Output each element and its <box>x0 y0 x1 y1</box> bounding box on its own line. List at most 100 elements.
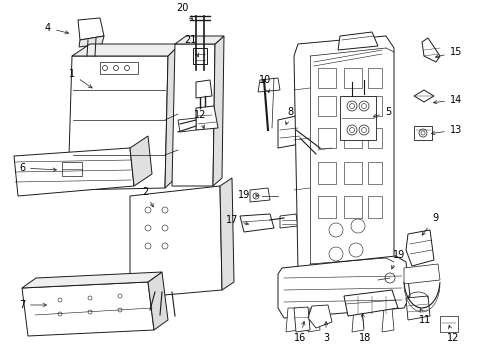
Polygon shape <box>278 256 409 318</box>
Text: 6: 6 <box>19 163 56 173</box>
Polygon shape <box>293 36 393 278</box>
Polygon shape <box>249 188 269 202</box>
Polygon shape <box>220 178 234 290</box>
Bar <box>367 128 381 148</box>
Circle shape <box>361 127 366 132</box>
Polygon shape <box>130 186 222 298</box>
Polygon shape <box>403 264 439 284</box>
Bar <box>343 128 361 148</box>
Text: 15: 15 <box>434 47 461 58</box>
Circle shape <box>346 101 356 111</box>
Polygon shape <box>164 44 180 188</box>
Bar <box>439 316 457 332</box>
Circle shape <box>145 207 151 213</box>
Polygon shape <box>280 214 297 228</box>
Text: 5: 5 <box>373 107 390 117</box>
Bar <box>317 68 335 88</box>
Circle shape <box>348 243 362 257</box>
Circle shape <box>358 101 368 111</box>
Circle shape <box>118 294 122 298</box>
Circle shape <box>58 298 62 302</box>
Text: 12: 12 <box>193 110 206 129</box>
Text: 18: 18 <box>358 314 370 343</box>
Text: 14: 14 <box>433 95 461 105</box>
Circle shape <box>346 125 356 135</box>
Text: 16: 16 <box>293 321 305 343</box>
Text: 8: 8 <box>285 107 292 125</box>
Circle shape <box>124 66 129 71</box>
Polygon shape <box>278 116 299 148</box>
Polygon shape <box>307 305 331 328</box>
Circle shape <box>118 308 122 312</box>
Circle shape <box>58 312 62 316</box>
Circle shape <box>349 127 354 132</box>
Circle shape <box>88 296 92 300</box>
Polygon shape <box>72 44 180 56</box>
Circle shape <box>113 66 118 71</box>
Polygon shape <box>172 44 215 186</box>
Text: 12: 12 <box>446 325 458 343</box>
Text: 13: 13 <box>430 125 461 135</box>
Bar <box>317 162 335 184</box>
Bar <box>413 126 431 140</box>
Bar <box>317 128 335 148</box>
Text: 21: 21 <box>183 35 198 57</box>
Polygon shape <box>14 148 134 196</box>
Text: 9: 9 <box>421 213 437 235</box>
Polygon shape <box>293 307 309 332</box>
Circle shape <box>162 225 168 231</box>
Polygon shape <box>381 308 393 332</box>
Bar <box>343 162 361 184</box>
Circle shape <box>328 223 342 237</box>
Text: 10: 10 <box>258 75 270 93</box>
Bar <box>367 196 381 218</box>
Text: 7: 7 <box>19 300 46 310</box>
Polygon shape <box>315 138 333 162</box>
Polygon shape <box>405 230 433 266</box>
Circle shape <box>349 104 354 108</box>
Bar <box>367 68 381 88</box>
Circle shape <box>384 273 394 283</box>
Bar <box>339 96 375 140</box>
Polygon shape <box>285 308 297 332</box>
Polygon shape <box>196 106 218 130</box>
Text: 2: 2 <box>142 187 153 207</box>
Polygon shape <box>258 78 280 92</box>
Circle shape <box>88 310 92 314</box>
Bar <box>62 162 82 176</box>
Bar <box>343 196 361 218</box>
Text: 3: 3 <box>322 321 328 343</box>
Circle shape <box>420 131 424 135</box>
Polygon shape <box>196 80 212 98</box>
Text: 1: 1 <box>69 69 92 88</box>
Circle shape <box>361 104 366 108</box>
Polygon shape <box>421 38 439 62</box>
Polygon shape <box>68 56 168 190</box>
Polygon shape <box>307 308 319 332</box>
Text: 20: 20 <box>176 3 192 19</box>
Bar <box>367 162 381 184</box>
Polygon shape <box>79 36 104 47</box>
Bar <box>343 68 361 88</box>
Polygon shape <box>78 18 104 40</box>
Polygon shape <box>175 36 224 44</box>
Circle shape <box>418 129 426 137</box>
Polygon shape <box>148 272 168 330</box>
Text: 17: 17 <box>225 215 248 225</box>
Text: 19: 19 <box>237 190 258 200</box>
Polygon shape <box>178 118 196 132</box>
Circle shape <box>145 225 151 231</box>
Polygon shape <box>351 308 363 332</box>
Bar <box>100 62 138 74</box>
Circle shape <box>328 247 342 261</box>
Text: 19: 19 <box>391 250 404 269</box>
Circle shape <box>102 66 107 71</box>
Polygon shape <box>213 36 224 186</box>
Polygon shape <box>130 136 152 186</box>
Polygon shape <box>405 296 429 320</box>
Polygon shape <box>343 290 397 316</box>
Bar <box>343 96 361 116</box>
Polygon shape <box>22 272 162 288</box>
Circle shape <box>162 207 168 213</box>
Polygon shape <box>413 90 433 102</box>
